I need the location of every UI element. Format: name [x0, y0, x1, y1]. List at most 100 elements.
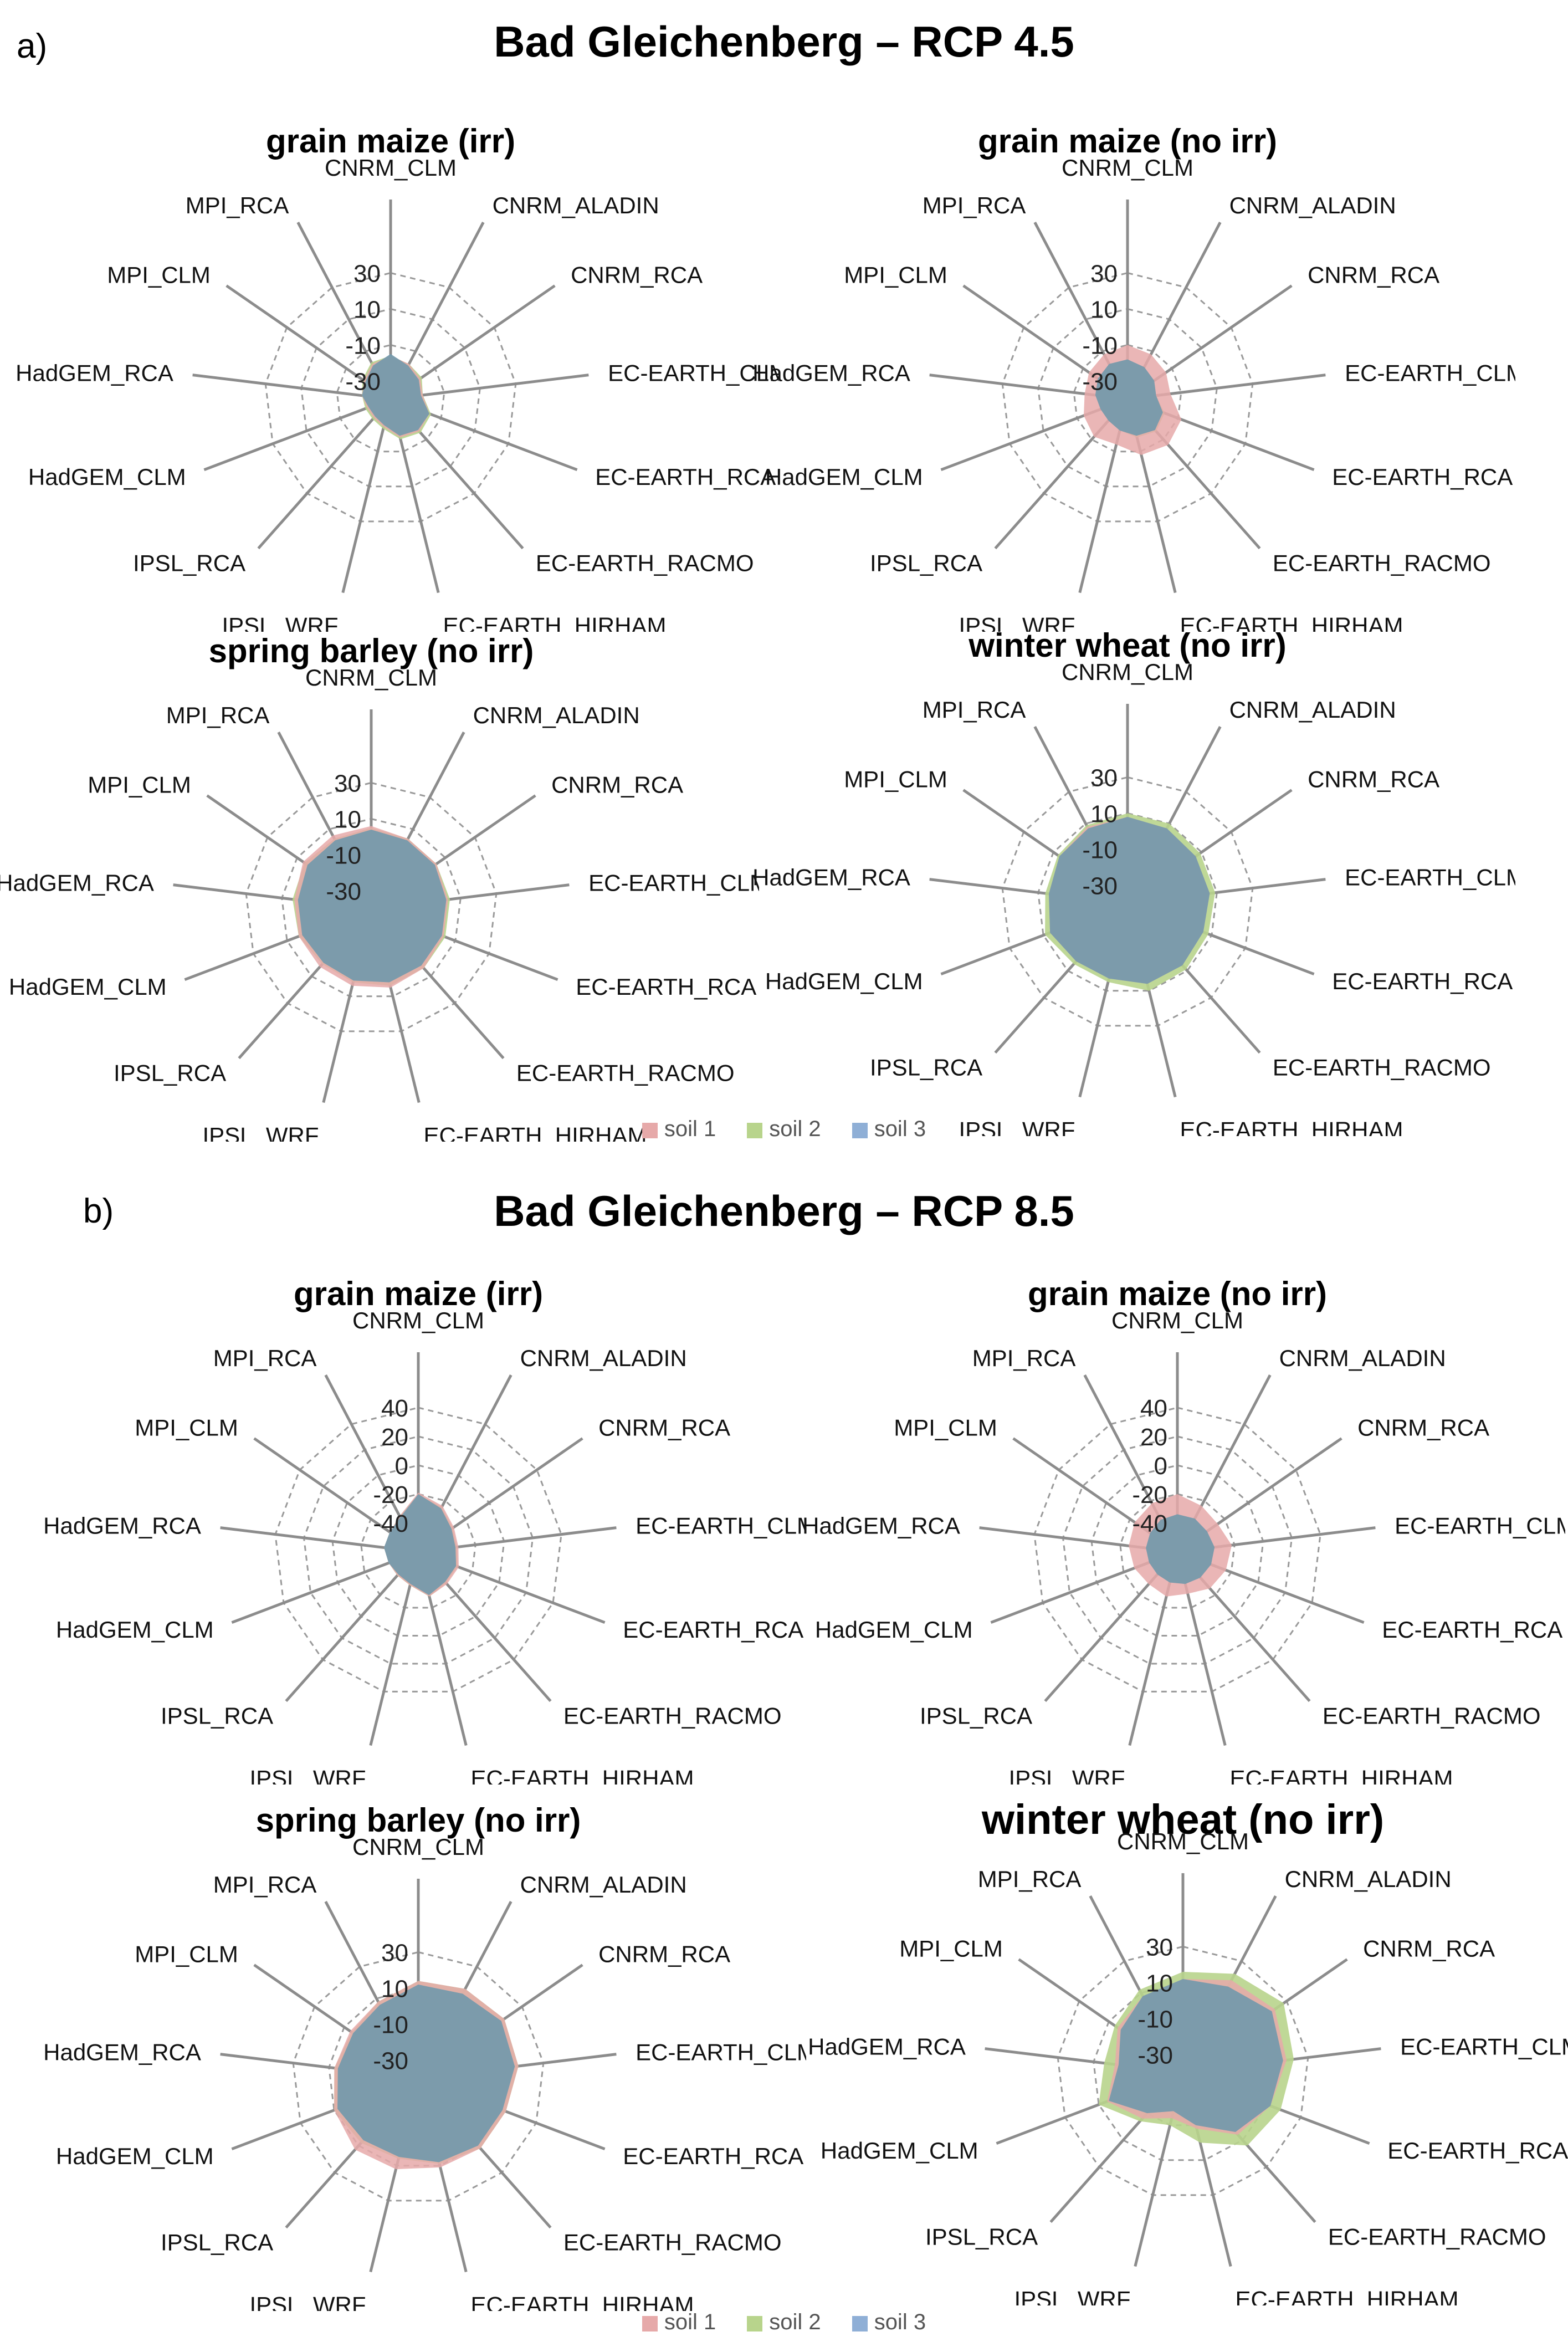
- radar-plot: -30 -10 10 30 CNRM_CLM CNRM_ALADIN CNRM_RCA EC-…: [0, 664, 759, 1142]
- tick-label: -10: [373, 2012, 408, 2039]
- radar-plot: -30 -10 10 30 CNRM_CLM CNRM_ALADIN CNRM_RCA EC-…: [752, 659, 1515, 1137]
- category-label: CNRM_CLM: [1117, 1828, 1249, 1854]
- spoke: [203, 397, 391, 472]
- series-overlap: [1109, 1979, 1283, 2132]
- legend-b: soil 1 soil 2 soil 3: [0, 2310, 1568, 2335]
- category-label: HadGEM_RCA: [16, 360, 173, 386]
- category-label: MPI_CLM: [107, 262, 211, 288]
- category-label: CNRM_ALADIN: [493, 192, 659, 218]
- tick-label: -10: [1137, 2006, 1173, 2033]
- legend-item: soil 2: [747, 1117, 821, 1142]
- series-overlap: [362, 354, 429, 436]
- category-label: EC-EARTH_CLM: [1400, 2033, 1568, 2059]
- category-label: IPSL_RCA: [114, 1060, 226, 1086]
- series-overlap: [384, 1494, 457, 1596]
- category-label: EC-EARTH_RCA: [623, 1617, 803, 1643]
- category-label: EC-EARTH_RACMO: [563, 2230, 782, 2256]
- radar-chart-a-grain-maize-no-irr: grain maize (no irr) -30 -10 10 30 CNRM_CLM C…: [740, 122, 1515, 632]
- category-label: HadGEM_CLM: [821, 2138, 978, 2164]
- category-label: CNRM_RCA: [571, 262, 703, 288]
- category-label: HadGEM_RCA: [43, 1512, 201, 1538]
- grid-ring: [1001, 776, 1254, 1027]
- legend-label: soil 1: [664, 2310, 716, 2334]
- category-label: HadGEM_RCA: [0, 870, 154, 896]
- tick-label: 40: [381, 1395, 408, 1422]
- category-label: EC-EARTH_HIRHAM: [1180, 613, 1403, 632]
- category-label: EC-EARTH_HIRHAM: [471, 1766, 694, 1785]
- category-label: MPI_RCA: [978, 1866, 1082, 1892]
- category-label: EC-EARTH_RACMO: [1328, 2224, 1546, 2250]
- tick-label: 20: [381, 1424, 408, 1451]
- category-label: IPSL_RCA: [925, 2224, 1038, 2250]
- category-label: EC-EARTH_CLM: [1345, 864, 1515, 890]
- category-label: CNRM_ALADIN: [1279, 1345, 1446, 1371]
- grid-ring: [1037, 308, 1218, 488]
- legend-swatch: [852, 1123, 868, 1138]
- category-label: IPSL_RCA: [870, 1055, 982, 1081]
- category-label: CNRM_ALADIN: [520, 1345, 687, 1371]
- category-label: IPSL_RCA: [920, 1703, 1032, 1729]
- category-label: HadGEM_CLM: [28, 464, 186, 490]
- category-label: CNRM_CLM: [1062, 659, 1193, 685]
- legend-a: soil 1 soil 2 soil 3: [0, 1117, 1568, 1142]
- category-label: EC-EARTH_HIRHAM: [1180, 1117, 1403, 1137]
- tick-label: -10: [1082, 837, 1118, 864]
- category-label: EC-EARTH_RCA: [623, 2143, 803, 2169]
- chart-title: grain maize (irr): [293, 1275, 544, 1312]
- spoke: [341, 398, 392, 594]
- tick-label: -20: [1132, 1481, 1167, 1509]
- grid-ring: [1057, 1945, 1309, 2196]
- series-overlap: [337, 1985, 515, 2162]
- category-label: CNRM_ALADIN: [473, 702, 640, 728]
- category-label: MPI_RCA: [213, 1872, 317, 1898]
- legend-item: soil 3: [852, 2310, 926, 2335]
- category-label: CNRM_RCA: [598, 1941, 730, 1967]
- category-label: CNRM_RCA: [1308, 766, 1439, 792]
- legend-item: soil 1: [642, 1117, 716, 1142]
- legend-label: soil 3: [874, 2310, 926, 2334]
- tick-label: 10: [1090, 296, 1118, 324]
- tick-label: 40: [1140, 1395, 1167, 1422]
- spoke: [257, 398, 392, 550]
- category-label: EC-EARTH_CLM: [636, 1512, 806, 1538]
- section-b-title: Bad Gleichenberg – RCP 8.5: [494, 1187, 1074, 1235]
- category-label: EC-EARTH_CLM: [636, 2039, 806, 2065]
- category-label: MPI_RCA: [213, 1345, 317, 1371]
- category-label: HadGEM_RCA: [802, 1512, 960, 1538]
- category-label: CNRM_RCA: [1363, 1936, 1495, 1962]
- category-label: MPI_CLM: [844, 262, 947, 288]
- series-overlap: [1095, 359, 1163, 436]
- chart-title: winter wheat (no irr): [969, 627, 1287, 664]
- category-label: MPI_RCA: [166, 702, 270, 728]
- category-label: HadGEM_RCA: [752, 864, 910, 890]
- tick-label: 30: [381, 1940, 408, 1967]
- grid-ring: [1037, 812, 1218, 992]
- category-label: HadGEM_CLM: [56, 2143, 214, 2169]
- category-label: EC-EARTH_CLM: [588, 870, 759, 896]
- category-label: EC-EARTH_RCA: [1387, 2138, 1568, 2164]
- tick-label: 10: [334, 806, 361, 834]
- category-label: EC-EARTH_HIRHAM: [1236, 2287, 1459, 2306]
- legend-swatch: [747, 2316, 763, 2331]
- legend-swatch: [642, 2316, 658, 2331]
- grid-ring: [336, 344, 445, 453]
- grid-ring: [264, 272, 517, 523]
- category-label: EC-EARTH_RACMO: [563, 1703, 782, 1729]
- category-label: CNRM_RCA: [1357, 1415, 1489, 1441]
- category-label: IPSL_WRF: [202, 1123, 319, 1142]
- category-label: EC-EARTH_RCA: [595, 464, 776, 490]
- category-label: HadGEM_CLM: [765, 464, 923, 490]
- legend-item: soil 1: [642, 2310, 716, 2335]
- category-label: EC-EARTH_RACMO: [1273, 1055, 1491, 1081]
- chart-title: grain maize (no irr): [977, 122, 1278, 160]
- category-label: HadGEM_CLM: [9, 974, 167, 1000]
- category-label: MPI_RCA: [923, 192, 1026, 218]
- series-overlap: [1049, 817, 1210, 984]
- category-label: MPI_RCA: [972, 1345, 1076, 1371]
- category-label: EC-EARTH_HIRHAM: [1230, 1766, 1453, 1785]
- category-label: MPI_CLM: [88, 772, 191, 798]
- tick-label: -20: [373, 1481, 408, 1509]
- chart-title: grain maize (irr): [265, 122, 516, 160]
- tick-label: 30: [1090, 260, 1118, 288]
- legend-label: soil 2: [769, 1117, 821, 1141]
